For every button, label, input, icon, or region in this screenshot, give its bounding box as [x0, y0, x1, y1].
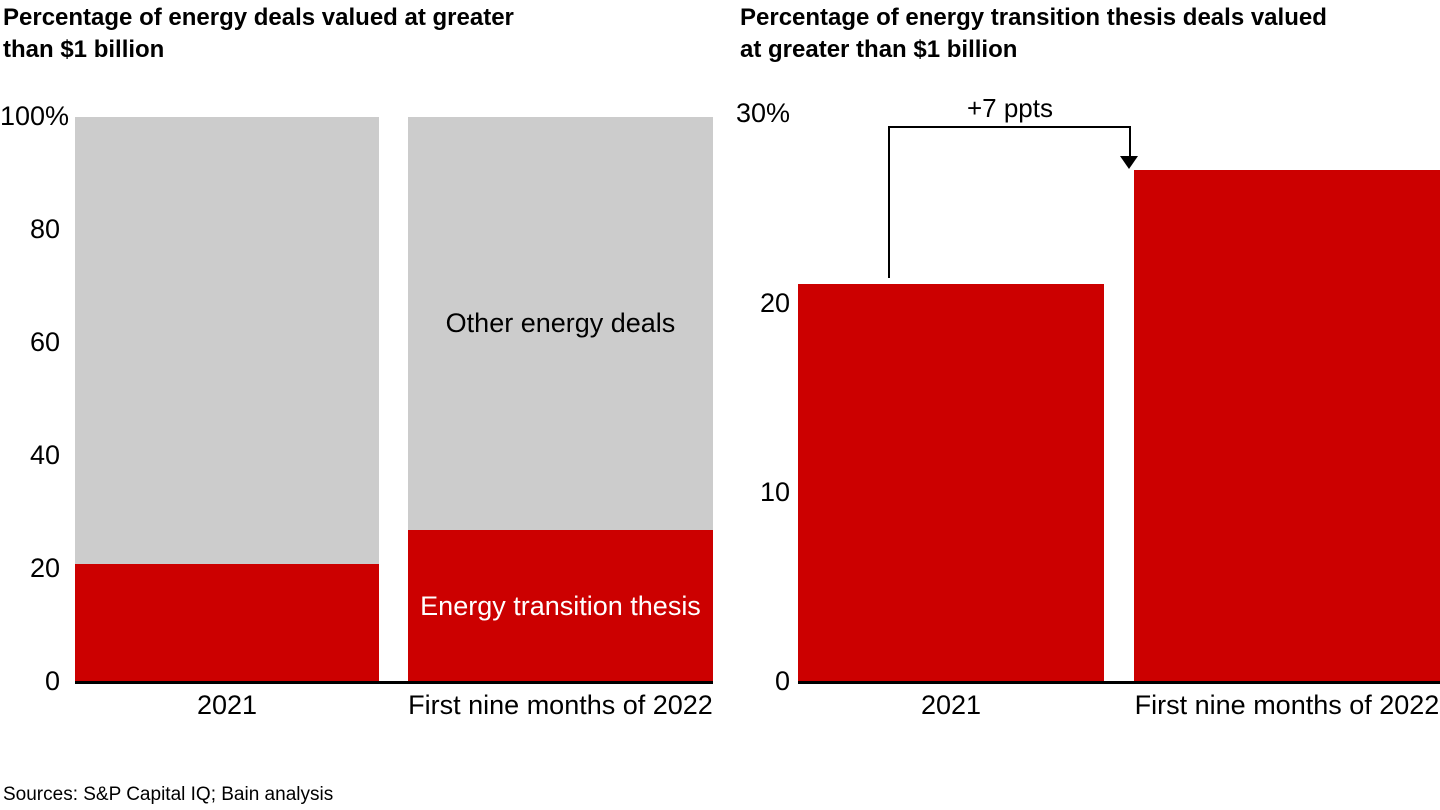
left-ytick-60: 60 — [29, 327, 60, 357]
right-bar-9m2022 — [1134, 113, 1440, 683]
segment-label-other-energy-deals: Other energy deals — [445, 308, 676, 338]
right-plot-area — [798, 113, 1440, 683]
right-xlabel-2021: 2021 — [920, 690, 982, 720]
right-ytick-0: 0 — [774, 666, 790, 696]
left-bar-2021-segment-transition — [75, 564, 379, 683]
left-bar-2021 — [75, 117, 379, 683]
left-ytick-80: 80 — [29, 214, 60, 244]
left-bar-9m2022 — [408, 117, 713, 683]
left-bar-9m2022-segment-other — [408, 117, 713, 531]
right-xlabel-9m2022: First nine months of 2022 — [1134, 690, 1440, 720]
left-chart-title: Percentage of energy deals valued at gre… — [3, 4, 514, 64]
annotation-bracket-left-line — [888, 126, 890, 278]
left-x-axis-line — [75, 681, 713, 684]
left-ytick-100: 100% — [0, 101, 70, 131]
left-bar-9m2022-segment-transition — [408, 530, 713, 683]
left-ytick-40: 40 — [29, 440, 60, 470]
left-ytick-20: 20 — [29, 553, 60, 583]
left-ytick-0: 0 — [44, 666, 60, 696]
left-plot-area: Other energy deals Energy transition the… — [75, 117, 713, 683]
right-bar-2021-fill — [798, 284, 1104, 683]
right-ytick-10: 10 — [759, 477, 790, 507]
right-bar-2021 — [798, 113, 1104, 683]
right-chart-title: Percentage of energy transition thesis d… — [740, 4, 1327, 64]
annotation-bracket-horizontal-line — [888, 126, 1131, 128]
left-xlabel-2021: 2021 — [196, 690, 258, 720]
left-xlabel-9m2022: First nine months of 2022 — [408, 690, 713, 720]
annotation-down-arrow-icon — [1120, 156, 1138, 169]
left-bar-2021-segment-other — [75, 117, 379, 565]
annotation-bracket-right-line — [1129, 126, 1131, 158]
right-ytick-30: 30% — [735, 98, 790, 128]
sources-note: Sources: S&P Capital IQ; Bain analysis — [3, 784, 334, 805]
right-bar-9m2022-fill — [1134, 170, 1440, 683]
annotation-plus-7-ppts: +7 ppts — [966, 93, 1053, 123]
right-ytick-20: 20 — [759, 288, 790, 318]
segment-label-energy-transition-thesis: Energy transition thesis — [420, 591, 701, 621]
right-x-axis-line — [798, 681, 1440, 684]
